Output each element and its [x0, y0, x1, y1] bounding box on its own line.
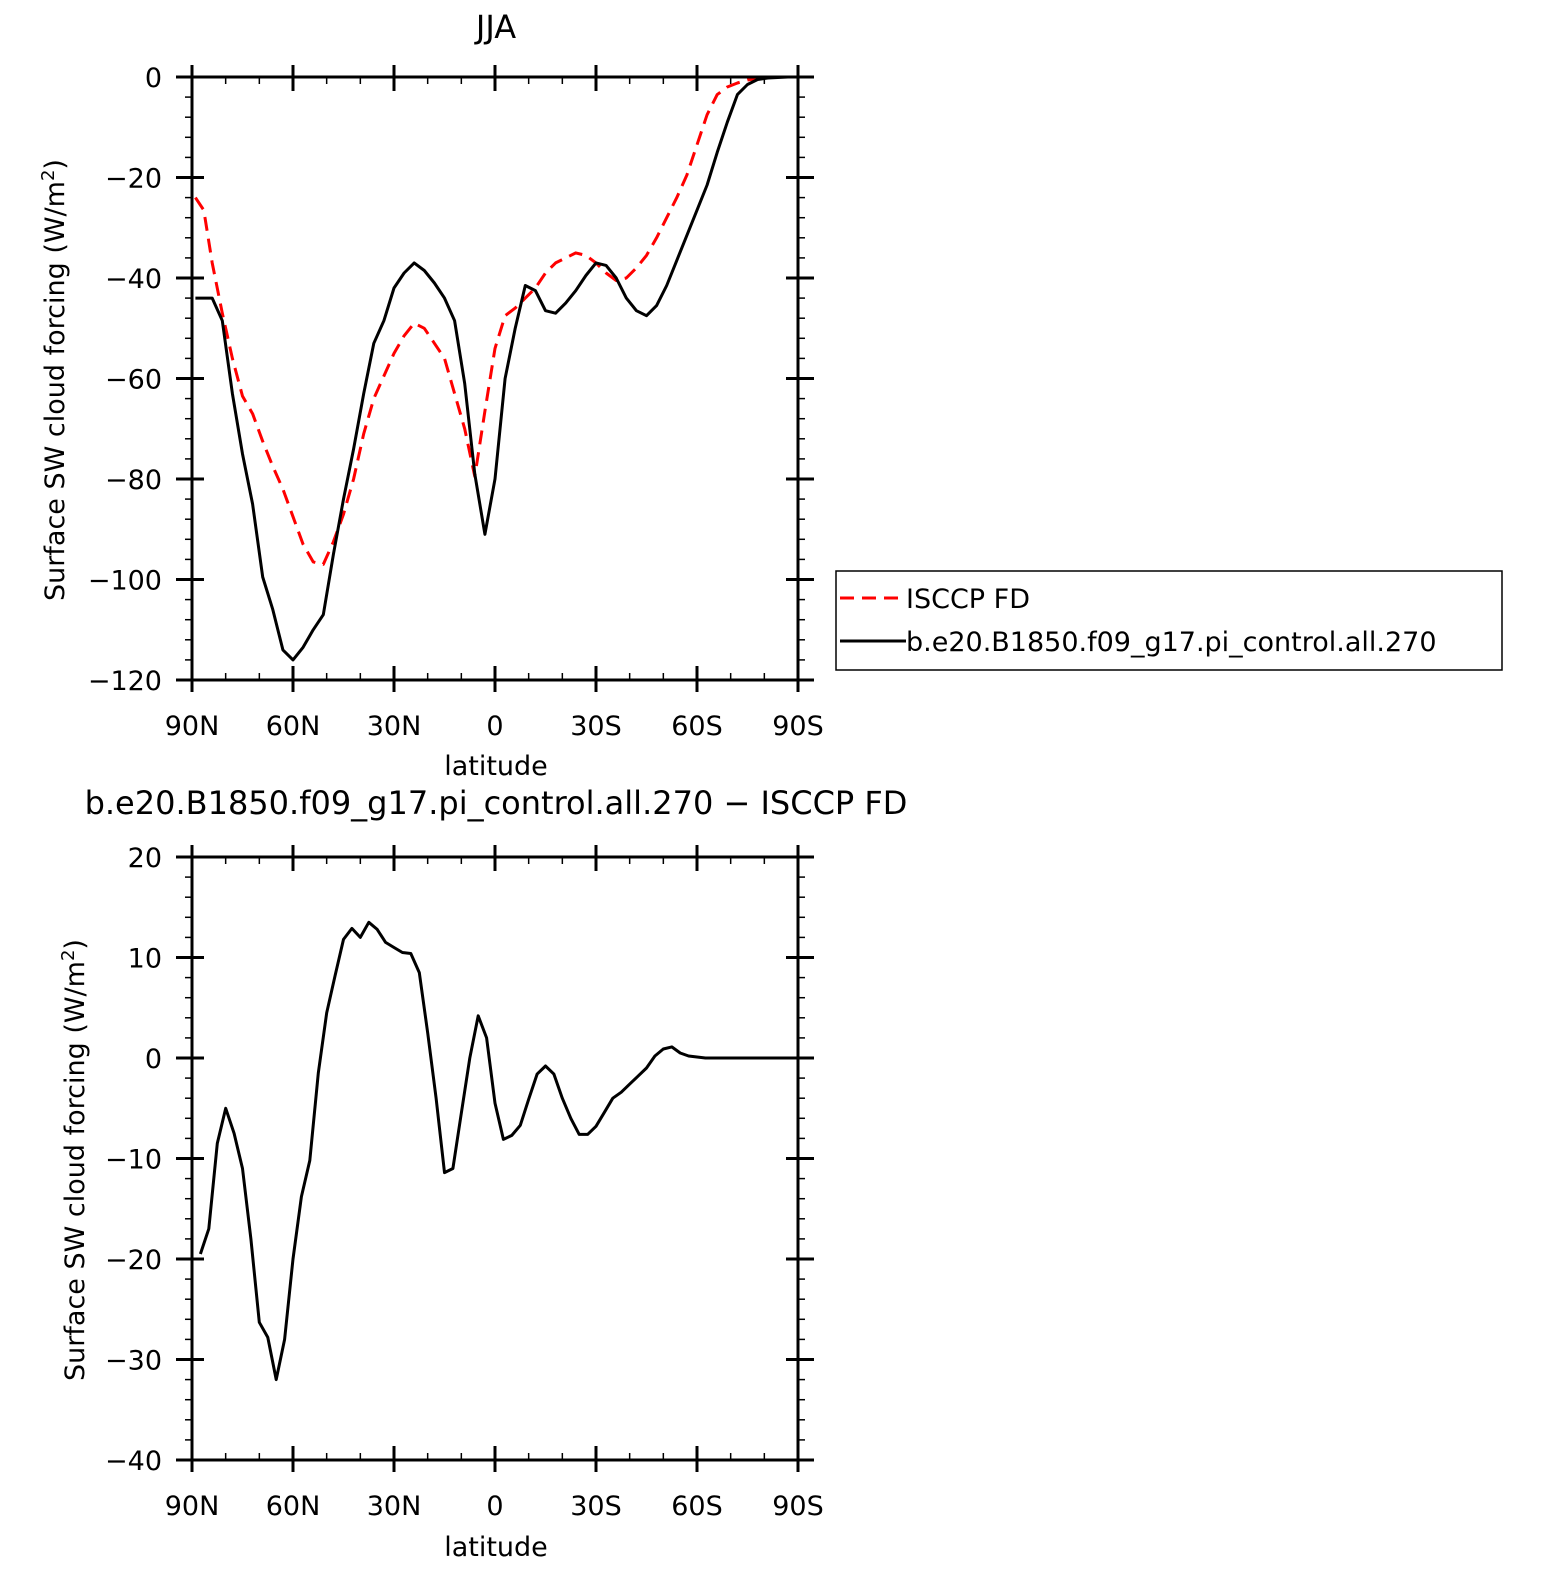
top-panel-y-tick-label: 0	[145, 63, 162, 94]
top-panel-ticks	[176, 65, 814, 692]
bottom-panel-y-tick-label: −40	[105, 1446, 162, 1477]
top-panel-y-tick-label: −80	[105, 465, 162, 496]
top-panel-x-tick-label: 90N	[165, 711, 220, 742]
top-panel-x-axis-label: latitude	[444, 751, 548, 782]
bottom-panel-x-tick-label: 90N	[165, 1491, 220, 1522]
top-panel-y-axis-label: Surface SW cloud forcing (W/m2)	[38, 159, 71, 601]
bottom-panel-x-tick-label: 60N	[266, 1491, 321, 1522]
bottom-panel-x-tick-label: 30N	[367, 1491, 422, 1522]
top-panel-x-tick-label: 30N	[367, 711, 422, 742]
top-panel-y-axis-label-sup: 2	[38, 170, 59, 181]
bottom-panel-series	[198, 920, 790, 1382]
legend-label-model: b.e20.B1850.f09_g17.pi_control.all.270	[906, 627, 1437, 658]
bottom-panel-y-axis-label-main: Surface SW cloud forcing (W/m	[60, 961, 91, 1381]
top-panel-series-line-isccp-fd	[194, 75, 798, 566]
legend: ISCCP FD b.e20.B1850.f09_g17.pi_control.…	[835, 570, 1503, 671]
bottom-panel-y-tick-label: 0	[145, 1044, 162, 1075]
bottom-panel: b.e20.B1850.f09_g17.pi_control.all.270 −…	[58, 784, 907, 1563]
bottom-panel-series-line-difference	[198, 920, 790, 1382]
bottom-panel-frame	[190, 855, 800, 1462]
top-panel-y-tick-label: −40	[105, 264, 162, 295]
top-panel-tick-labels: 90N 60N 30N 0 30S 60S 90S 0 −20 −40 −60 −80 −100 −120	[88, 63, 824, 742]
top-panel-series-line-model	[195, 75, 798, 662]
top-panel-y-axis-label-main: Surface SW cloud forcing (W/m	[40, 181, 71, 601]
bottom-panel-ticks	[176, 845, 814, 1472]
legend-label-isccp-fd: ISCCP FD	[906, 584, 1030, 615]
bottom-panel-y-axis-label-sup: 2	[58, 950, 79, 961]
top-panel-y-tick-label: −120	[88, 666, 162, 697]
bottom-panel-x-tick-label: 90S	[772, 1491, 824, 1522]
top-panel-y-axis-label-end: )	[40, 159, 71, 170]
top-panel-y-tick-label: −100	[88, 566, 162, 597]
top-panel-x-tick-label: 30S	[570, 711, 622, 742]
top-panel-x-tick-label: 0	[486, 711, 503, 742]
bottom-panel-tick-labels: 90N 60N 30N 0 30S 60S 90S 20 10 0 −10 −20 −30 −40	[105, 843, 824, 1522]
bottom-panel-y-tick-label: 10	[128, 944, 162, 975]
top-panel-x-tick-label: 60S	[671, 711, 723, 742]
bottom-panel-y-tick-label: 20	[128, 843, 162, 874]
top-panel-x-tick-label: 60N	[266, 711, 321, 742]
bottom-panel-x-axis-label: latitude	[444, 1532, 548, 1563]
bottom-panel-y-tick-label: −30	[105, 1346, 162, 1377]
bottom-panel-title: b.e20.B1850.f09_g17.pi_control.all.270 −…	[85, 784, 908, 822]
bottom-panel-x-tick-label: 0	[486, 1491, 503, 1522]
bottom-panel-y-tick-label: −10	[105, 1145, 162, 1176]
bottom-panel-y-axis-label: Surface SW cloud forcing (W/m2)	[58, 939, 91, 1381]
top-panel: JJA 90N 60N 30N 0 30S 60S 90S 0 −20 −40 −60 −80 −100…	[38, 8, 1503, 782]
top-panel-x-tick-label: 90S	[772, 711, 824, 742]
top-panel-y-tick-label: −60	[105, 365, 162, 396]
bottom-panel-y-axis-label-end: )	[60, 939, 91, 950]
top-panel-frame	[190, 75, 800, 682]
top-panel-y-tick-label: −20	[105, 164, 162, 195]
bottom-panel-y-tick-label: −20	[105, 1245, 162, 1276]
top-panel-series	[194, 75, 798, 662]
bottom-panel-x-tick-label: 30S	[570, 1491, 622, 1522]
bottom-panel-x-tick-label: 60S	[671, 1491, 723, 1522]
legend-frame	[835, 570, 1503, 671]
top-panel-title: JJA	[474, 8, 516, 46]
